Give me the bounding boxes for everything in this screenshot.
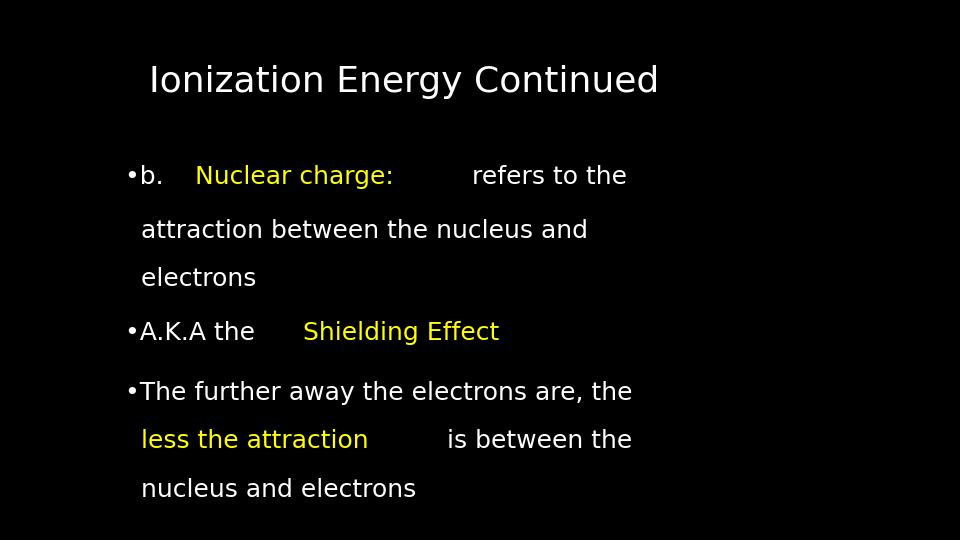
Text: refers to the: refers to the <box>472 165 628 188</box>
Text: •The further away the electrons are, the: •The further away the electrons are, the <box>125 381 633 404</box>
Text: Shielding Effect: Shielding Effect <box>302 321 499 345</box>
Text: •A.K.A the: •A.K.A the <box>125 321 263 345</box>
Text: •b.: •b. <box>125 165 180 188</box>
Text: Nuclear charge:: Nuclear charge: <box>195 165 410 188</box>
Text: is between the: is between the <box>439 429 633 453</box>
Text: electrons: electrons <box>125 267 256 291</box>
Text: less the attraction: less the attraction <box>125 429 369 453</box>
Text: nucleus and electrons: nucleus and electrons <box>125 478 416 502</box>
Text: attraction between the nucleus and: attraction between the nucleus and <box>125 219 588 242</box>
Text: Ionization Energy Continued: Ionization Energy Continued <box>149 65 660 99</box>
